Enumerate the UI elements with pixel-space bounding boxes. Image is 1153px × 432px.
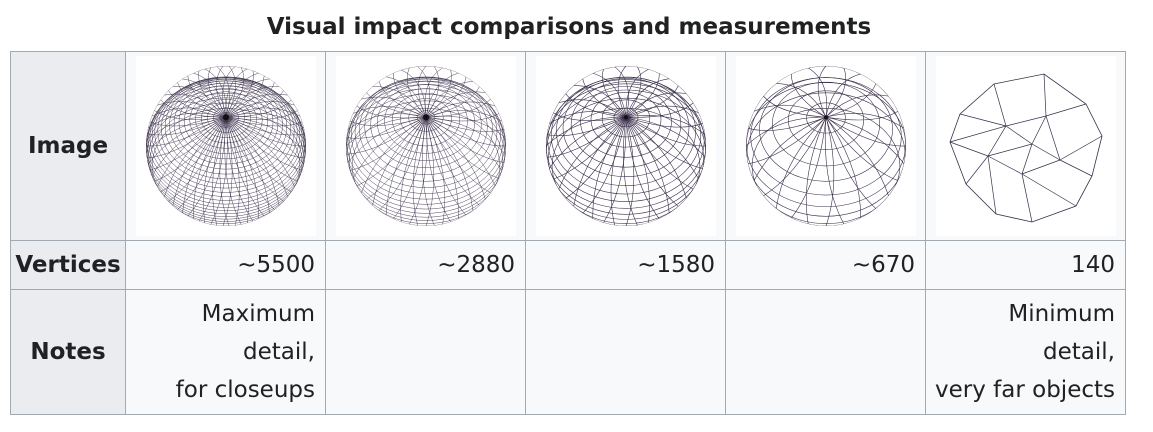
lod-comparison-table: Image Vertices ~5500 ~2880 ~1580 ~670 14… (10, 51, 1126, 415)
mesh-edges (950, 74, 1102, 222)
image-cell-1 (125, 51, 326, 241)
sphere-mesh-140-image (935, 56, 1116, 236)
note-line: very far objects (935, 377, 1115, 403)
mesh-outline (950, 74, 1102, 222)
sphere-mesh-2880-image (335, 56, 516, 236)
mesh-wireframe (346, 66, 506, 226)
sphere-mesh-670-image (735, 56, 916, 236)
mesh-pole (623, 115, 628, 120)
row-header-vertices: Vertices (10, 240, 126, 290)
image-cell-2 (325, 51, 526, 241)
note-cell-2 (325, 289, 526, 415)
vertices-value: ~5500 (125, 240, 326, 290)
vertices-value: ~670 (725, 240, 926, 290)
image-cell-3 (525, 51, 726, 241)
image-row: Image (10, 51, 1126, 241)
note-cell-3 (525, 289, 726, 415)
note-line: Maximum (201, 301, 315, 327)
notes-row: Notes Maximum detail, for closeups Minim… (10, 289, 1126, 415)
note-line: for closeups (175, 377, 315, 403)
mesh-wireframe (546, 66, 706, 226)
image-cell-4 (725, 51, 926, 241)
vertices-row: Vertices ~5500 ~2880 ~1580 ~670 140 (10, 240, 1126, 290)
note-line: Minimum (1008, 301, 1115, 327)
vertices-value: ~1580 (525, 240, 726, 290)
note-cell-4 (725, 289, 926, 415)
sphere-mesh-1580-image (535, 56, 716, 236)
mesh-wireframe (746, 66, 906, 226)
vertices-value: 140 (925, 240, 1126, 290)
sphere-mesh-5500-image (135, 56, 316, 236)
note-line: detail, (243, 339, 315, 365)
mesh-pole (422, 114, 429, 121)
note-line: detail, (1043, 339, 1115, 365)
table-caption: Visual impact comparisons and measuremen… (266, 14, 872, 40)
note-cell-1: Maximum detail, for closeups (125, 289, 326, 415)
mesh-pole (823, 115, 828, 120)
row-header-notes: Notes (10, 289, 126, 415)
mesh-wireframe (146, 66, 306, 226)
image-cell-5 (925, 51, 1126, 241)
mesh-pole (222, 114, 229, 121)
vertices-value: ~2880 (325, 240, 526, 290)
row-header-image: Image (10, 51, 126, 241)
note-cell-5: Minimum detail, very far objects (925, 289, 1126, 415)
